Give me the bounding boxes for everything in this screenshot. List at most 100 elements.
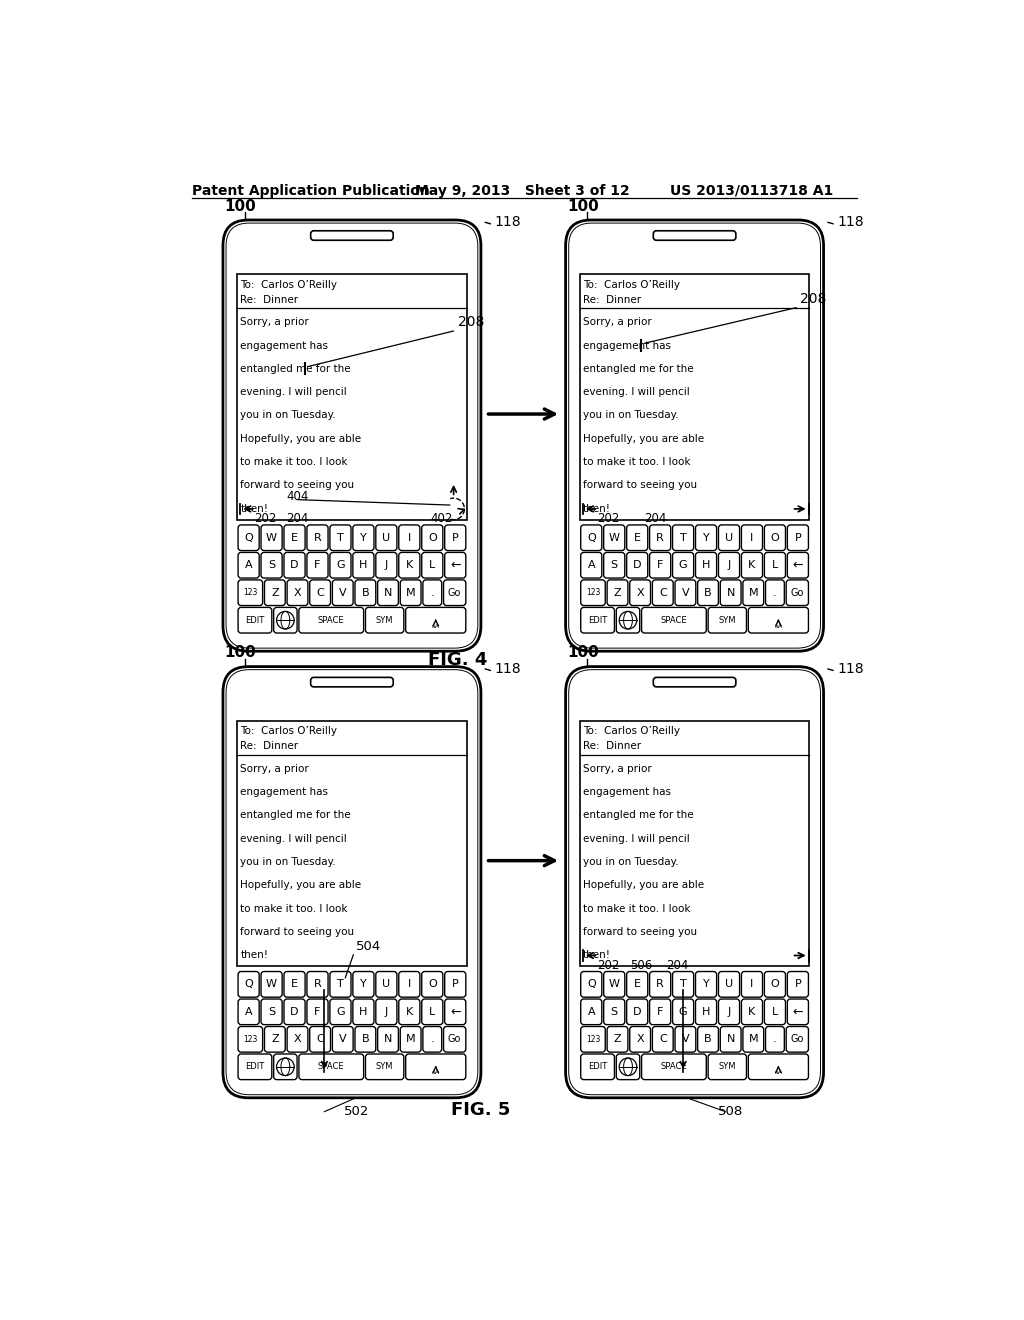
Text: SPACE: SPACE xyxy=(318,615,345,624)
FancyBboxPatch shape xyxy=(697,579,719,606)
Bar xyxy=(580,721,809,966)
Text: 404: 404 xyxy=(287,490,309,503)
FancyBboxPatch shape xyxy=(649,999,671,1024)
FancyBboxPatch shape xyxy=(261,999,283,1024)
FancyBboxPatch shape xyxy=(366,607,403,634)
FancyBboxPatch shape xyxy=(273,607,297,634)
Text: entangled me for the: entangled me for the xyxy=(583,364,693,374)
Text: G: G xyxy=(679,1007,687,1016)
FancyBboxPatch shape xyxy=(581,579,605,606)
Text: T: T xyxy=(337,533,344,543)
Text: Sorry, a prior: Sorry, a prior xyxy=(583,317,651,327)
Text: I: I xyxy=(408,979,411,990)
FancyBboxPatch shape xyxy=(422,972,442,997)
FancyBboxPatch shape xyxy=(786,579,809,606)
Text: S: S xyxy=(268,1007,275,1016)
Text: 123: 123 xyxy=(586,589,600,597)
Text: you in on Tuesday.: you in on Tuesday. xyxy=(241,411,336,421)
Text: entangled me for the: entangled me for the xyxy=(241,810,351,821)
Text: Z: Z xyxy=(613,1035,622,1044)
FancyBboxPatch shape xyxy=(581,1027,605,1052)
Text: 402: 402 xyxy=(430,512,453,525)
FancyBboxPatch shape xyxy=(630,579,650,606)
FancyBboxPatch shape xyxy=(764,525,785,550)
FancyBboxPatch shape xyxy=(652,579,673,606)
Text: A: A xyxy=(245,560,253,570)
Text: EDIT: EDIT xyxy=(246,615,264,624)
Text: Go: Go xyxy=(447,587,462,598)
FancyBboxPatch shape xyxy=(653,677,736,686)
FancyBboxPatch shape xyxy=(444,552,466,578)
FancyBboxPatch shape xyxy=(376,999,397,1024)
Text: R: R xyxy=(656,533,664,543)
Text: SPACE: SPACE xyxy=(318,1063,345,1072)
Text: forward to seeing you: forward to seeing you xyxy=(241,927,354,937)
Text: Sorry, a prior: Sorry, a prior xyxy=(241,317,309,327)
FancyBboxPatch shape xyxy=(366,1053,403,1080)
FancyBboxPatch shape xyxy=(742,1027,764,1052)
Text: SPACE: SPACE xyxy=(660,1063,687,1072)
FancyBboxPatch shape xyxy=(333,579,353,606)
FancyBboxPatch shape xyxy=(307,972,328,997)
Text: ←: ← xyxy=(450,558,461,572)
Text: V: V xyxy=(339,587,346,598)
Text: 202: 202 xyxy=(254,512,276,525)
Text: L: L xyxy=(772,1007,778,1016)
Text: G: G xyxy=(679,560,687,570)
Text: Hopefully, you are able: Hopefully, you are able xyxy=(241,434,361,444)
FancyBboxPatch shape xyxy=(766,579,784,606)
FancyBboxPatch shape xyxy=(616,1053,640,1080)
Text: SYM: SYM xyxy=(376,615,393,624)
Text: M: M xyxy=(406,1035,416,1044)
FancyBboxPatch shape xyxy=(787,552,809,578)
FancyBboxPatch shape xyxy=(741,552,763,578)
FancyBboxPatch shape xyxy=(238,552,259,578)
FancyBboxPatch shape xyxy=(630,1027,650,1052)
FancyBboxPatch shape xyxy=(616,607,640,634)
FancyBboxPatch shape xyxy=(264,1027,286,1052)
FancyBboxPatch shape xyxy=(642,607,707,634)
Text: D: D xyxy=(290,560,299,570)
FancyBboxPatch shape xyxy=(307,525,328,550)
Text: E: E xyxy=(634,533,641,543)
FancyBboxPatch shape xyxy=(627,552,648,578)
FancyBboxPatch shape xyxy=(649,972,671,997)
Text: E: E xyxy=(291,979,298,990)
Text: 100: 100 xyxy=(567,645,599,660)
Text: T: T xyxy=(680,533,686,543)
FancyBboxPatch shape xyxy=(261,552,283,578)
FancyBboxPatch shape xyxy=(309,579,331,606)
Text: V: V xyxy=(682,587,689,598)
Text: to make it too. I look: to make it too. I look xyxy=(583,457,690,467)
FancyBboxPatch shape xyxy=(376,972,397,997)
Text: May 9, 2013   Sheet 3 of 12: May 9, 2013 Sheet 3 of 12 xyxy=(416,183,630,198)
Text: S: S xyxy=(268,560,275,570)
FancyBboxPatch shape xyxy=(719,552,739,578)
Text: you in on Tuesday.: you in on Tuesday. xyxy=(241,857,336,867)
FancyBboxPatch shape xyxy=(330,552,351,578)
Text: Go: Go xyxy=(447,1035,462,1044)
FancyBboxPatch shape xyxy=(787,525,809,550)
FancyBboxPatch shape xyxy=(741,999,763,1024)
Text: F: F xyxy=(657,560,664,570)
FancyBboxPatch shape xyxy=(353,552,374,578)
Text: to make it too. I look: to make it too. I look xyxy=(241,457,348,467)
Text: M: M xyxy=(749,1035,758,1044)
FancyBboxPatch shape xyxy=(273,1053,297,1080)
FancyBboxPatch shape xyxy=(720,1027,741,1052)
Text: SYM: SYM xyxy=(719,615,736,624)
Text: .: . xyxy=(773,587,777,598)
Text: Hopefully, you are able: Hopefully, you are able xyxy=(241,880,361,891)
Text: X: X xyxy=(636,1035,644,1044)
FancyBboxPatch shape xyxy=(299,1053,364,1080)
Text: N: N xyxy=(384,587,392,598)
FancyBboxPatch shape xyxy=(406,1053,466,1080)
Text: K: K xyxy=(406,1007,413,1016)
Text: Q: Q xyxy=(245,533,253,543)
Text: B: B xyxy=(705,587,712,598)
FancyBboxPatch shape xyxy=(223,667,481,1098)
FancyBboxPatch shape xyxy=(695,525,717,550)
FancyBboxPatch shape xyxy=(307,999,328,1024)
FancyBboxPatch shape xyxy=(604,552,625,578)
Text: To:  Carlos O’Reilly: To: Carlos O’Reilly xyxy=(241,280,337,289)
